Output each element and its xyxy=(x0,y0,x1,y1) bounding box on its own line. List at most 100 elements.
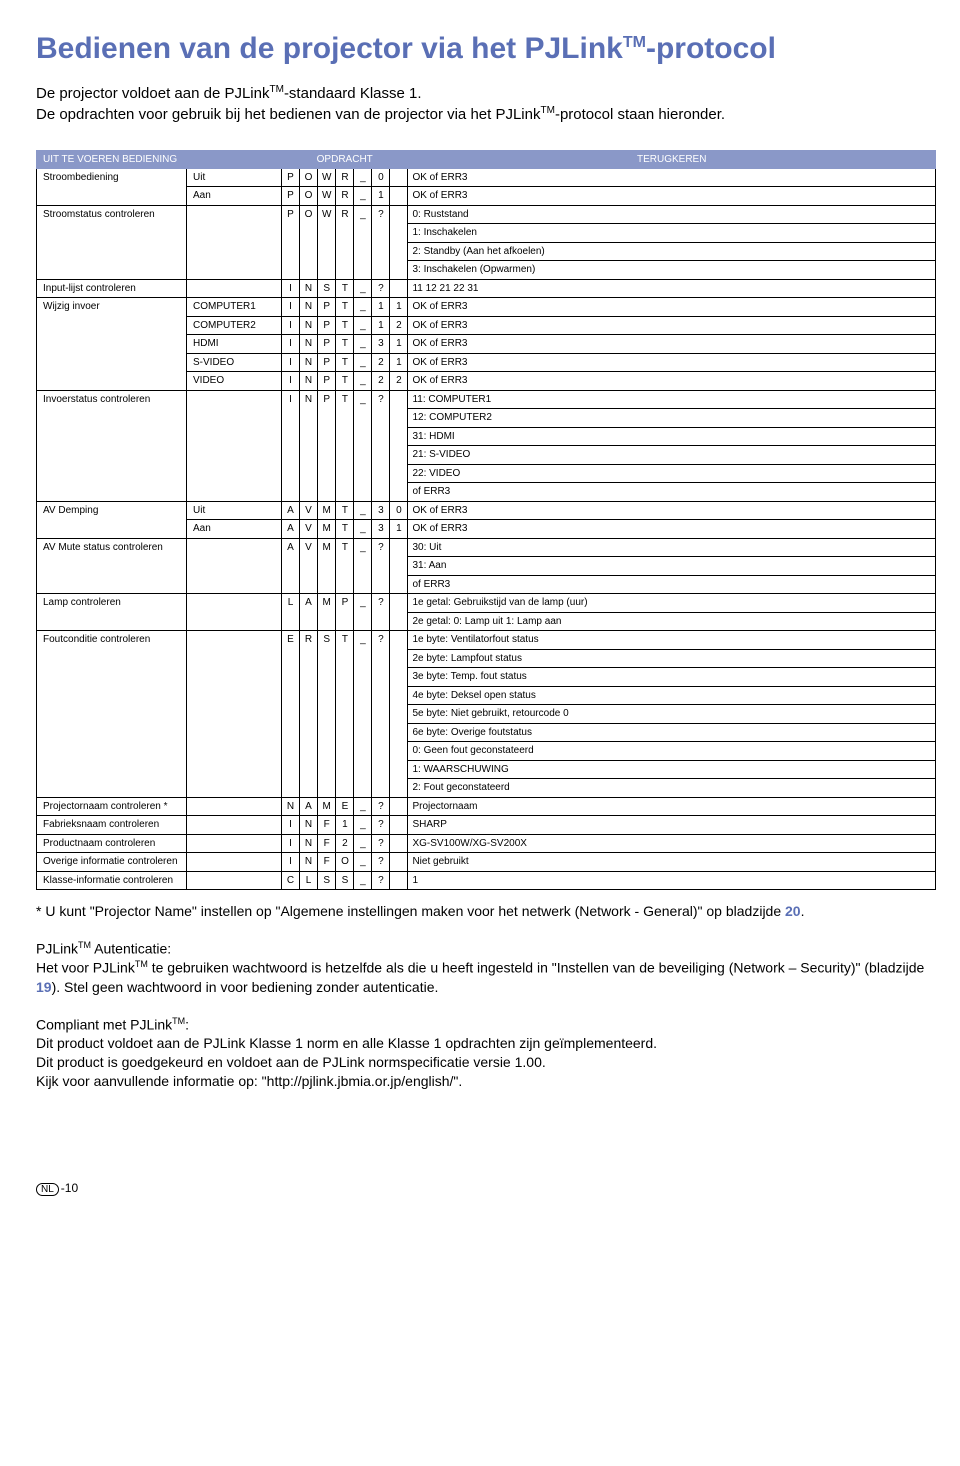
cell-cmd-char: M xyxy=(318,594,336,631)
cell-return: OK of ERR3 xyxy=(408,316,936,335)
cell-cmd-char: P xyxy=(336,594,354,631)
cell-desc: Lamp controleren xyxy=(37,594,187,631)
cell-cmd-char: T xyxy=(336,501,354,520)
cell-return: 22: VIDEO xyxy=(408,464,936,483)
cell-cmd-char: V xyxy=(300,538,318,594)
cell-cmd-char: ? xyxy=(372,205,390,279)
cell-cmd-char: ? xyxy=(372,538,390,594)
cell-desc: Stroombediening xyxy=(37,168,187,205)
cell-cmd-char: T xyxy=(336,372,354,391)
cell-cmd-char: O xyxy=(300,168,318,187)
table-row: AV DempingUitAVMT_30OK of ERR3 xyxy=(37,501,936,520)
cell-cmd-char xyxy=(390,187,408,206)
cell-return: OK of ERR3 xyxy=(408,372,936,391)
lang-badge: NL xyxy=(36,1183,59,1196)
cell-return: 31: Aan xyxy=(408,557,936,576)
cell-return: 3: Inschakelen (Opwarmen) xyxy=(408,261,936,280)
cell-return: Projectornaam xyxy=(408,797,936,816)
page-title: Bedienen van de projector via het PJLink… xyxy=(36,32,936,65)
cell-cmd-char: 1 xyxy=(336,816,354,835)
cell-cmd-char xyxy=(390,797,408,816)
cell-cmd-char xyxy=(390,871,408,890)
cell-cmd-char: O xyxy=(300,205,318,279)
cell-cmd-char: V xyxy=(300,520,318,539)
cell-cmd-char: A xyxy=(282,538,300,594)
cell-cmd-char: _ xyxy=(354,372,372,391)
cell-desc: AV Mute status controleren xyxy=(37,538,187,594)
cell-cmd-char: P xyxy=(318,298,336,317)
cell-cmd-char: E xyxy=(282,631,300,798)
table-row: Input-lijst controlerenINST_?11 12 21 22… xyxy=(37,279,936,298)
cell-cmd-char: O xyxy=(300,187,318,206)
cell-cmd-char: _ xyxy=(354,594,372,631)
cell-cmd-char: N xyxy=(300,816,318,835)
table-row: AV Mute status controlerenAVMT_?30: Uit xyxy=(37,538,936,557)
cell-desc: Input-lijst controleren xyxy=(37,279,187,298)
cell-cmd-char: N xyxy=(300,853,318,872)
table-row: Overige informatie controlerenINFO_?Niet… xyxy=(37,853,936,872)
cell-sub: Uit xyxy=(187,168,282,187)
cell-cmd-char: _ xyxy=(354,168,372,187)
cell-cmd-char: R xyxy=(336,187,354,206)
cell-return: 11: COMPUTER1 xyxy=(408,390,936,409)
cell-cmd-char: M xyxy=(318,501,336,520)
cell-cmd-char: A xyxy=(300,797,318,816)
cell-cmd-char: F xyxy=(318,834,336,853)
cell-cmd-char: 1 xyxy=(372,187,390,206)
cell-cmd-char: T xyxy=(336,390,354,501)
cell-cmd-char: I xyxy=(282,316,300,335)
body-paragraph: PJLinkTM Autenticatie:Het voor PJLinkTM … xyxy=(36,939,936,997)
cell-sub: COMPUTER2 xyxy=(187,316,282,335)
cell-cmd-char: R xyxy=(300,631,318,798)
cell-return: 1 xyxy=(408,871,936,890)
cell-return: OK of ERR3 xyxy=(408,187,936,206)
cell-cmd-char: I xyxy=(282,298,300,317)
cell-return: 31: HDMI xyxy=(408,427,936,446)
cell-return: 2: Standby (Aan het afkoelen) xyxy=(408,242,936,261)
cell-return: 2e getal: 0: Lamp uit 1: Lamp aan xyxy=(408,612,936,631)
cell-cmd-char: L xyxy=(300,871,318,890)
cell-cmd-char: 1 xyxy=(390,520,408,539)
commands-table: UIT TE VOEREN BEDIENING OPDRACHT TERUGKE… xyxy=(36,150,936,891)
cell-cmd-char: _ xyxy=(354,538,372,594)
cell-return: 12: COMPUTER2 xyxy=(408,409,936,428)
cell-cmd-char: _ xyxy=(354,501,372,520)
cell-cmd-char: T xyxy=(336,279,354,298)
body-paragraph: Compliant met PJLinkTM:Dit product voldo… xyxy=(36,1015,936,1091)
cell-cmd-char xyxy=(390,168,408,187)
cell-cmd-char: 3 xyxy=(372,335,390,354)
cell-cmd-char: _ xyxy=(354,853,372,872)
cell-desc: Stroomstatus controleren xyxy=(37,205,187,279)
cell-desc: Invoerstatus controleren xyxy=(37,390,187,501)
cell-return: 1e byte: Ventilatorfout status xyxy=(408,631,936,650)
cell-cmd-char: N xyxy=(300,298,318,317)
cell-cmd-char: P xyxy=(282,205,300,279)
cell-cmd-char: 3 xyxy=(372,520,390,539)
cell-sub: Aan xyxy=(187,187,282,206)
cell-sub: COMPUTER1 xyxy=(187,298,282,317)
cell-cmd-char: M xyxy=(318,520,336,539)
cell-cmd-char: L xyxy=(282,594,300,631)
cell-cmd-char: _ xyxy=(354,390,372,501)
cell-cmd-char xyxy=(390,631,408,798)
table-row: Invoerstatus controlerenINPT_?11: COMPUT… xyxy=(37,390,936,409)
cell-cmd-char: _ xyxy=(354,187,372,206)
cell-cmd-char: 0 xyxy=(372,168,390,187)
cell-cmd-char: W xyxy=(318,168,336,187)
cell-cmd-char: 1 xyxy=(372,298,390,317)
cell-cmd-char: N xyxy=(282,797,300,816)
intro-text: De projector voldoet aan de PJLinkTM-sta… xyxy=(36,83,936,126)
table-row: Projectornaam controleren *NAME_?Project… xyxy=(37,797,936,816)
cell-cmd-char: ? xyxy=(372,871,390,890)
cell-return: 11 12 21 22 31 xyxy=(408,279,936,298)
cell-cmd-char xyxy=(390,538,408,594)
cell-cmd-char: 0 xyxy=(390,501,408,520)
table-row: StroombedieningUitPOWR_0OK of ERR3 xyxy=(37,168,936,187)
cell-cmd-char: ? xyxy=(372,834,390,853)
cell-cmd-char: P xyxy=(282,187,300,206)
cell-return: OK of ERR3 xyxy=(408,353,936,372)
cell-cmd-char: N xyxy=(300,372,318,391)
cell-cmd-char: E xyxy=(336,797,354,816)
cell-cmd-char: P xyxy=(318,353,336,372)
cell-cmd-char: F xyxy=(318,816,336,835)
